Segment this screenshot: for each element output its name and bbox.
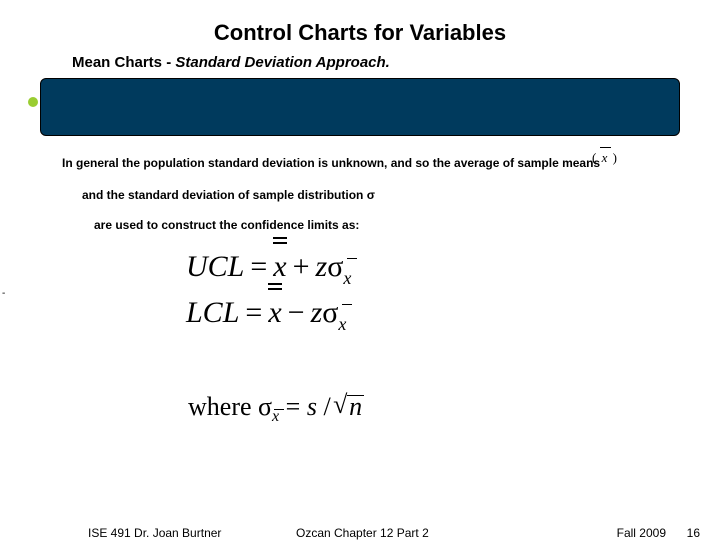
slide-title: Control Charts for Variables [0,20,720,46]
sigma-xbar: σx [322,290,346,335]
equals-sign: = [250,250,267,283]
body-line-1: In general the population standard devia… [62,156,600,170]
x-symbol: x [602,150,608,165]
z-symbol: z [311,296,323,329]
body-line-3: are used to construct the confidence lim… [94,218,359,232]
xbar-subscript: x [343,268,351,288]
sigma-symbol: σ [322,296,338,329]
equals-sign: = [279,392,307,421]
footer-right: Fall 2009 [617,526,666,540]
xbar-subscript: x [272,408,279,425]
subtitle-italic: Standard Deviation Approach. [175,54,389,71]
body-line-2: and the standard deviation of sample dis… [82,188,375,202]
grand-mean-symbol: x [592,150,617,166]
where-line: where σx = s / n [188,392,362,422]
plus-sign: + [293,250,310,283]
lcl-formula: LCL=x−zσx [186,290,351,336]
stray-mark: - [2,288,5,299]
lcl-lhs: LCL [186,296,239,329]
formula-block: UCL=x+zσx LCL=x−zσx [186,244,351,336]
equals-sign: = [245,296,262,329]
page-number: 16 [687,526,700,540]
footer-left: ISE 491 Dr. Joan Burtner [88,526,221,540]
footer-center: Ozcan Chapter 12 Part 2 [296,526,429,540]
ucl-lhs: UCL [186,250,244,283]
z-symbol: z [316,250,328,283]
sigma-xbar: σx [327,244,351,289]
xbar-subscript: x [338,314,346,334]
x-double-bar: x [268,290,281,335]
sigma-symbol: σ [258,392,272,421]
subtitle-plain: Mean Charts - [72,54,175,71]
sqrt-n: n [337,392,362,422]
title-divider-bar [40,78,680,136]
slide-subtitle: Mean Charts - Standard Deviation Approac… [72,54,390,71]
bullet-icon [28,97,38,107]
minus-sign: − [288,296,305,329]
n-symbol: n [349,392,362,421]
where-label: where [188,392,258,421]
s-symbol: s [307,392,317,421]
sigma-symbol: σ [327,250,343,283]
